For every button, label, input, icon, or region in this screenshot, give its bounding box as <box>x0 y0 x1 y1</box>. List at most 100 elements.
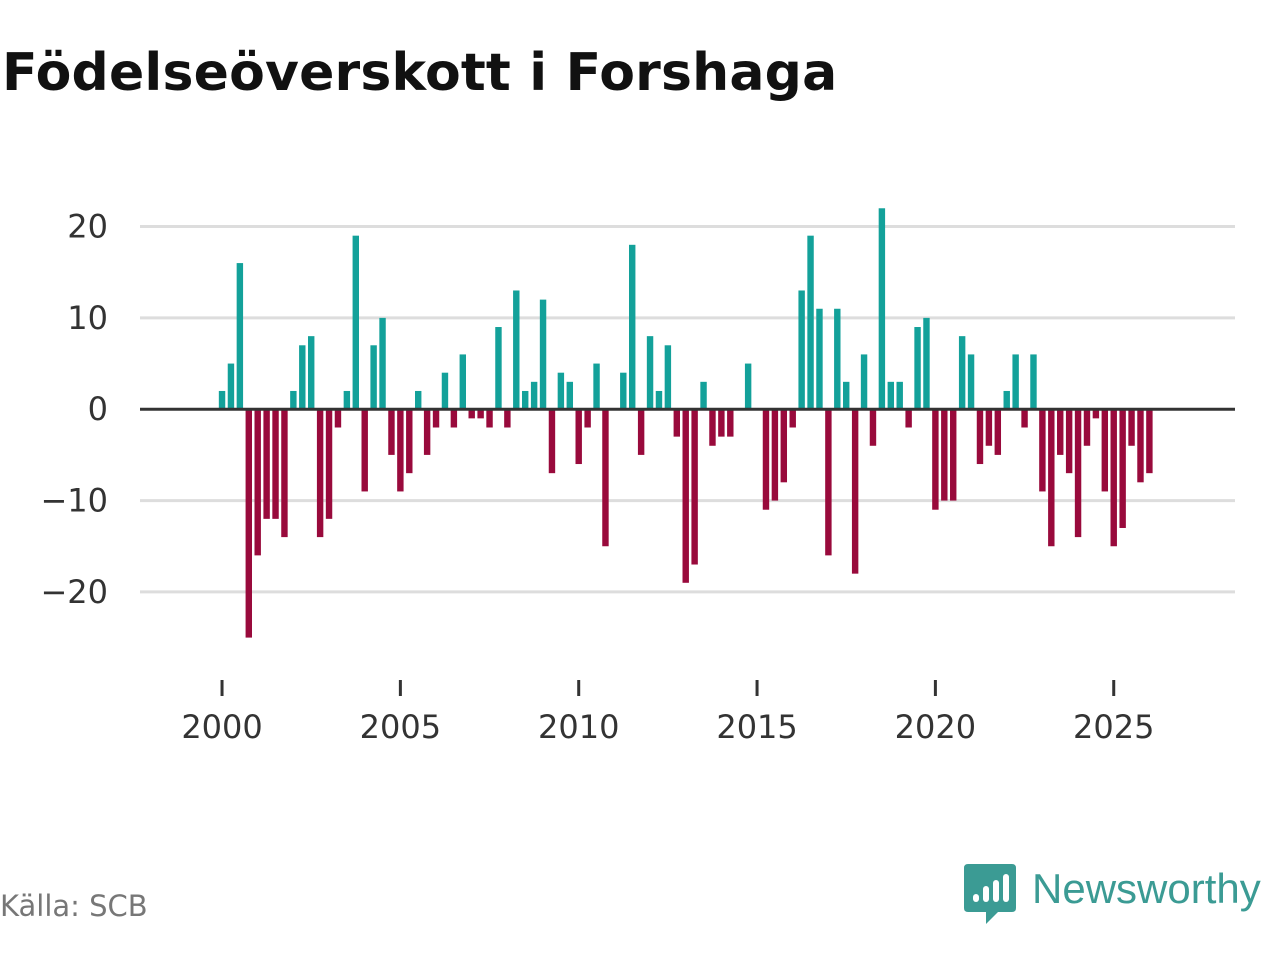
bar-positive <box>236 263 244 410</box>
bar-negative <box>432 409 440 428</box>
x-tick-label: 2010 <box>538 708 619 746</box>
y-tick-label: 10 <box>67 299 108 337</box>
bar-negative <box>334 409 342 428</box>
y-tick-label: −10 <box>40 482 108 520</box>
bar-negative <box>468 409 475 419</box>
bar-negative <box>263 409 270 519</box>
bar-negative <box>1119 409 1126 528</box>
bar-negative <box>771 409 779 501</box>
bar-negative <box>682 409 689 583</box>
chart-title: Födelseöverskott i Forshaga <box>2 43 838 103</box>
bar-positive <box>1003 390 1010 410</box>
bar-positive <box>352 235 359 410</box>
bar-negative <box>254 409 261 556</box>
bar-positive <box>878 208 886 410</box>
bar-positive <box>860 354 868 410</box>
x-tick-label: 2020 <box>895 708 976 746</box>
bar-positive <box>807 235 814 410</box>
bar-positive <box>299 345 306 410</box>
y-tick-label: −20 <box>40 573 108 611</box>
bar-positive <box>308 336 315 410</box>
bar-negative <box>709 409 716 446</box>
bar-negative <box>1074 409 1082 538</box>
bar-positive <box>923 317 930 410</box>
bar-positive <box>227 363 235 410</box>
newsworthy-brand[interactable]: Newsworthy <box>964 862 1261 928</box>
newsworthy-logo-icon <box>964 864 1016 924</box>
source-credit: Källa: SCB <box>0 889 148 923</box>
bar-positive <box>958 336 966 410</box>
bar-negative <box>361 409 368 492</box>
bar-negative <box>950 409 957 501</box>
bar-negative <box>584 409 591 428</box>
bar-negative <box>245 409 252 638</box>
bar-negative <box>673 409 681 437</box>
bar-negative <box>504 409 511 428</box>
bar-negative <box>1146 409 1153 474</box>
bar-negative <box>272 409 279 519</box>
bar-negative <box>1083 409 1091 446</box>
bar-negative <box>1110 409 1117 547</box>
bar-negative <box>994 409 1002 455</box>
bar-negative <box>932 409 939 510</box>
bar-positive <box>834 308 841 410</box>
bar-negative <box>450 409 458 428</box>
bar-negative <box>1128 409 1135 446</box>
bar-positive <box>513 290 520 410</box>
bar-negative <box>637 409 645 455</box>
bar-positive <box>290 390 297 410</box>
bar-positive <box>896 381 903 410</box>
bar-negative <box>1101 409 1109 492</box>
bar-positive <box>522 390 529 410</box>
bar-positive <box>798 290 805 410</box>
bar-negative <box>718 409 725 437</box>
bar-positive <box>539 299 547 410</box>
bar-positive <box>914 327 921 410</box>
bar-positive <box>620 372 627 410</box>
bar-negative <box>477 409 484 419</box>
bar-positive <box>593 363 600 410</box>
bar-positive <box>415 390 422 410</box>
bar-negative <box>1065 409 1073 474</box>
bars <box>218 208 1153 638</box>
bar-negative <box>1039 409 1046 492</box>
bar-negative <box>691 409 698 565</box>
bar-negative <box>397 409 404 492</box>
x-tick-label: 2005 <box>360 708 441 746</box>
bar-positive <box>459 354 466 410</box>
bar-negative <box>780 409 788 483</box>
bar-negative <box>1092 409 1100 419</box>
bar-positive <box>700 381 707 410</box>
x-tick-label: 2000 <box>181 708 262 746</box>
bar-negative <box>825 409 832 556</box>
bar-positive <box>629 244 636 410</box>
bar-positive <box>744 363 752 410</box>
bar-negative <box>976 409 984 465</box>
bar-positive <box>218 390 226 410</box>
bar-positive <box>370 345 377 410</box>
bar-negative <box>486 409 493 428</box>
bar-positive <box>557 372 565 410</box>
bar-negative <box>727 409 734 437</box>
bar-negative <box>1137 409 1144 483</box>
bar-negative <box>869 409 877 446</box>
bar-negative <box>316 409 324 538</box>
bar-negative <box>905 409 912 428</box>
bar-positive <box>646 336 654 410</box>
y-tick-label: 20 <box>67 208 108 246</box>
bar-positive <box>843 381 850 410</box>
bar-positive <box>887 381 895 410</box>
bar-negative <box>985 409 993 446</box>
bar-negative <box>1021 409 1028 428</box>
bar-positive <box>1030 354 1037 410</box>
bar-positive <box>566 381 574 410</box>
bar-negative <box>602 409 609 547</box>
bar-negative <box>1048 409 1055 547</box>
bar-negative <box>281 409 288 538</box>
bar-negative <box>388 409 395 455</box>
bar-negative <box>423 409 431 455</box>
bar-negative <box>1057 409 1064 455</box>
bar-positive <box>530 381 538 410</box>
